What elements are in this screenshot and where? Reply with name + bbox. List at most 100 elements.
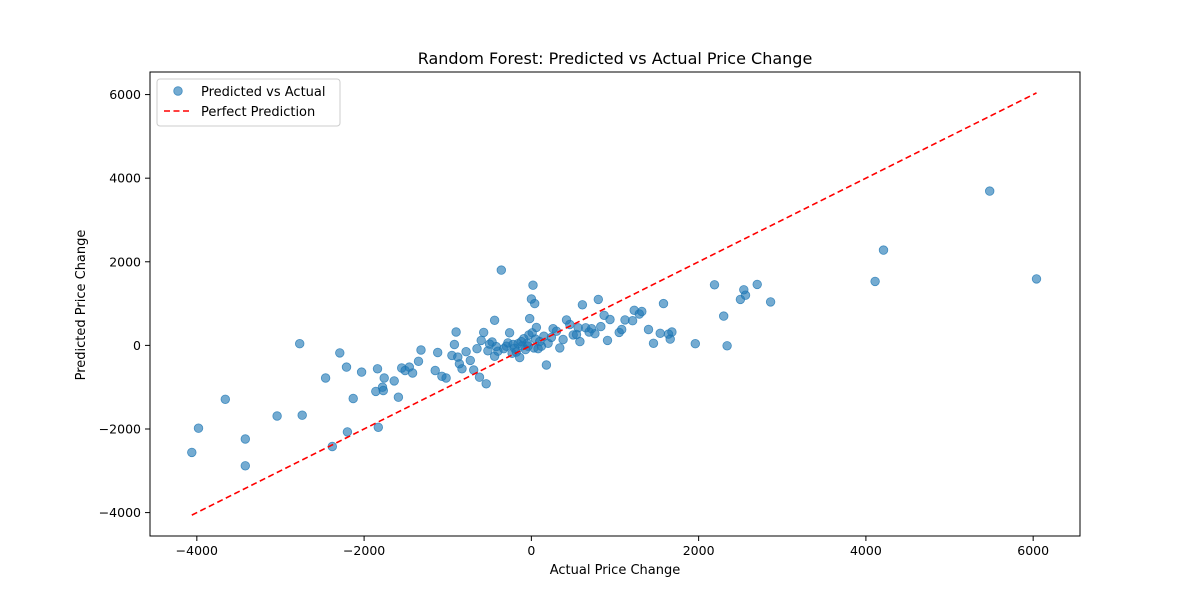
scatter-point (240, 461, 251, 471)
x-tick-label: −2000 (343, 543, 385, 558)
scatter-point (476, 335, 486, 346)
scatter-point (342, 427, 353, 437)
y-tick-label: −4000 (99, 505, 141, 520)
scatter-point (372, 364, 383, 374)
x-tick-label: 0 (527, 543, 535, 558)
y-tick-label: 2000 (109, 254, 141, 269)
scatter-point (449, 339, 460, 350)
scatter-point (655, 328, 665, 339)
scatter-point (341, 362, 352, 372)
chart-title: Random Forest: Predicted vs Actual Price… (418, 49, 813, 68)
scatter-point (648, 338, 659, 349)
scatter-point (220, 394, 231, 405)
y-tick-label: 4000 (109, 171, 141, 186)
scatter-point (504, 328, 515, 338)
scatter-point (515, 352, 525, 363)
y-tick-label: 0 (133, 338, 141, 353)
scatter-point (413, 356, 424, 367)
scatter-point (690, 339, 701, 349)
scatter-point (605, 314, 615, 325)
scatter-point (593, 294, 604, 305)
plot-area (149, 71, 1081, 537)
scatter-point (878, 245, 889, 255)
scatter-point (602, 335, 613, 346)
scatter-point (457, 364, 467, 374)
scatter-point (297, 410, 307, 420)
legend-label-scatter: Predicted vs Actual (201, 85, 325, 100)
y-axis-label: Predicted Price Change (74, 230, 89, 381)
scatter-point (474, 372, 485, 382)
scatter-point (546, 332, 557, 343)
scatter-point (590, 329, 600, 339)
x-tick-label: 4000 (850, 543, 882, 558)
plot-frame (149, 71, 1081, 537)
scatter-point (481, 379, 491, 389)
scatter-point (722, 341, 732, 351)
scatter-point (461, 347, 471, 357)
scatter-point (430, 365, 440, 376)
scatter-point (531, 322, 542, 333)
scatter-point (416, 345, 426, 355)
legend-marker-scatter (173, 86, 183, 96)
y-tick-label: −2000 (99, 421, 141, 436)
scatter-point (433, 347, 443, 358)
scatter-point (1031, 274, 1042, 284)
scatter-point (740, 290, 751, 300)
scatter-point (356, 367, 367, 377)
scatter-point (479, 327, 489, 338)
scatter-point (596, 321, 606, 332)
scatter-point (637, 306, 647, 317)
scatter-point (348, 393, 358, 404)
scatter-point (465, 355, 476, 366)
scatter-point (765, 297, 776, 307)
scatter-point (667, 327, 677, 337)
scatter-point (617, 324, 627, 335)
scatter-point (575, 336, 585, 347)
scatter-point (193, 423, 204, 433)
scatter-point (335, 348, 345, 358)
y-axis: −4000 −2000 0 2000 4000 6000 (99, 87, 150, 520)
scatter-point (320, 373, 331, 383)
x-axis-label: Actual Price Change (550, 563, 680, 578)
x-axis: −4000 −2000 0 2000 4000 6000 (176, 536, 1049, 558)
scatter-point (407, 368, 418, 378)
scatter-point (451, 327, 461, 337)
scatter-point (658, 298, 669, 309)
x-tick-label: 6000 (1017, 543, 1049, 558)
scatter-point (985, 186, 995, 196)
scatter-point (240, 434, 251, 444)
scatter-point (441, 373, 451, 383)
x-tick-label: 2000 (683, 543, 715, 558)
scatter-point (373, 422, 384, 433)
legend-box (156, 78, 341, 127)
scatter-point (577, 300, 588, 310)
scatter-point (530, 298, 540, 309)
scatter-point (378, 385, 389, 396)
scatter-point (379, 373, 389, 383)
scatter-point (272, 411, 282, 421)
scatter-point (541, 360, 552, 370)
scatter-point (187, 447, 197, 458)
scatter-point (472, 344, 482, 354)
scatter-point (627, 316, 638, 326)
scatter-point (295, 339, 305, 349)
scatter-point (870, 276, 880, 287)
scatter-point (643, 324, 654, 335)
perfect-prediction-line (191, 92, 1037, 516)
scatter-point (389, 376, 399, 386)
scatter-point (525, 313, 535, 324)
scatter-point (489, 315, 500, 326)
legend: Predicted vs Actual Perfect Prediction (156, 78, 341, 127)
scatter-point (752, 279, 762, 290)
y-tick-label: 6000 (109, 87, 141, 102)
scatter-point (558, 334, 568, 345)
x-tick-label: −4000 (176, 543, 218, 558)
scatter-point (528, 280, 538, 290)
scatter-point (555, 343, 565, 353)
legend-label-line: Perfect Prediction (201, 105, 315, 120)
scatter-point (393, 392, 404, 402)
scatter-point (719, 311, 729, 321)
scatter-point (496, 265, 507, 275)
scatter-point (709, 280, 720, 290)
